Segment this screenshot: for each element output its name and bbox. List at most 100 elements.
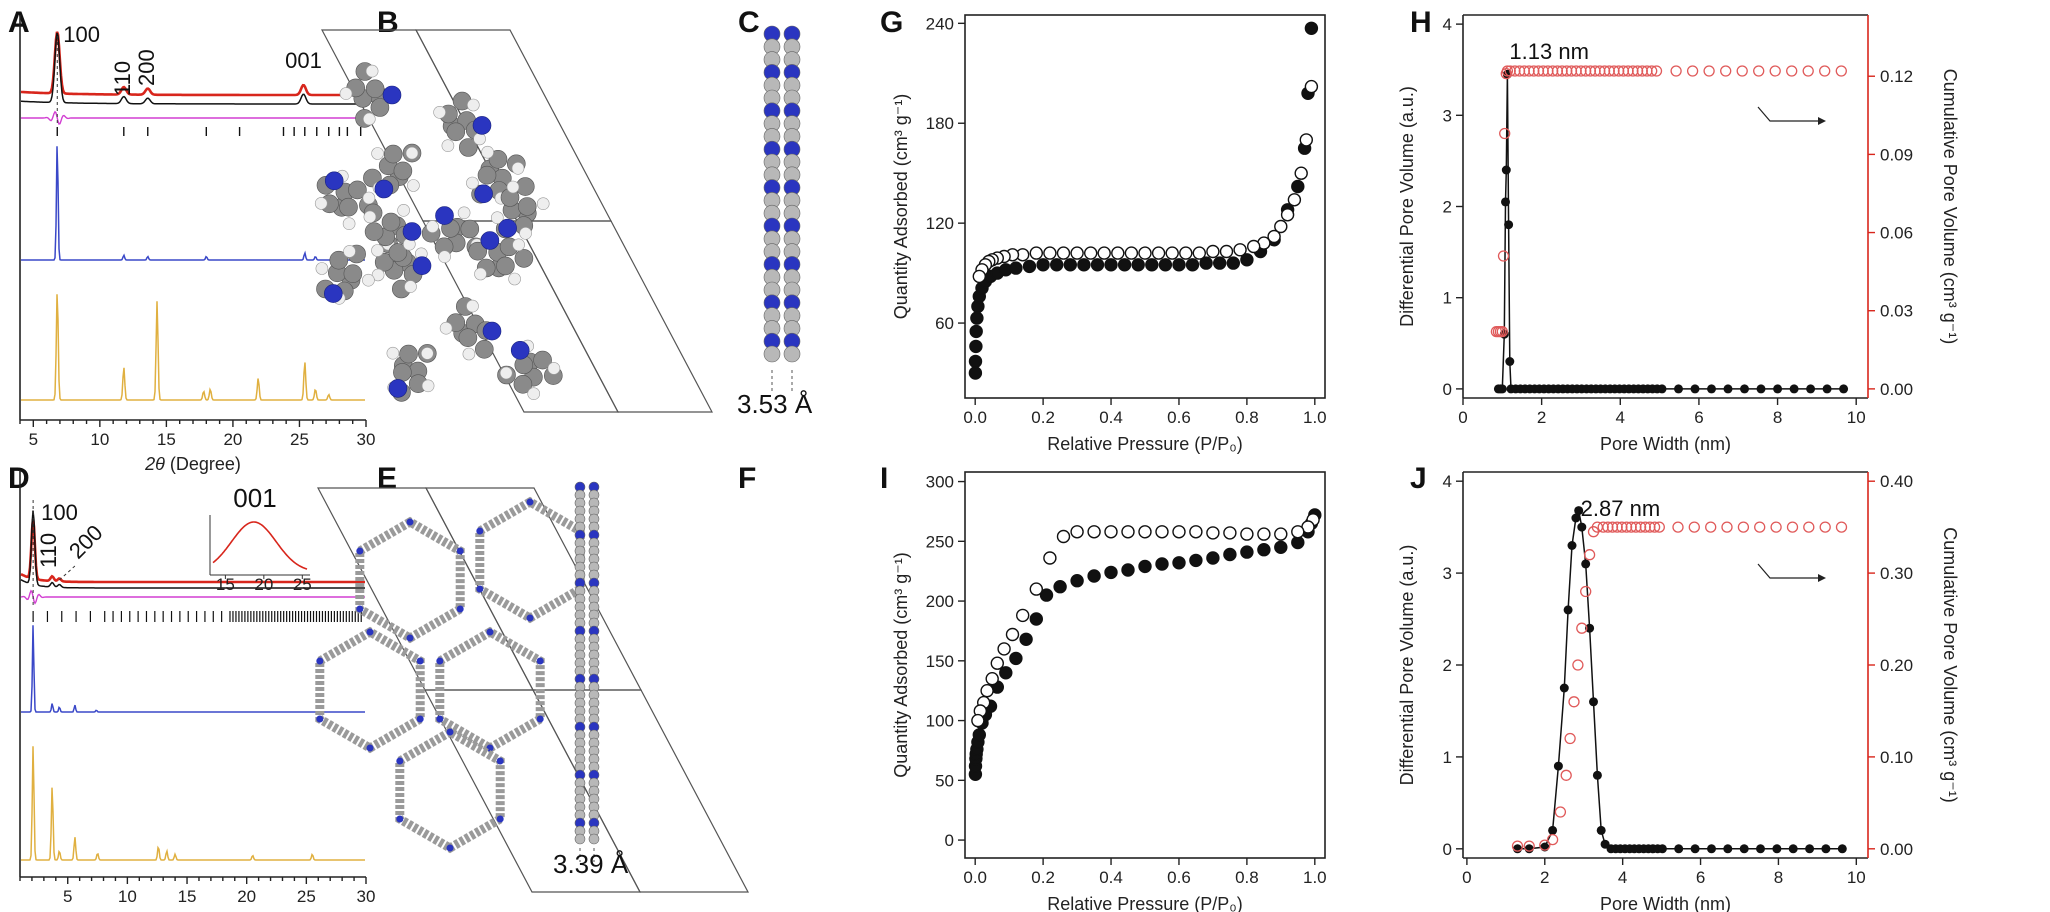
desorption-point	[1192, 246, 1207, 260]
y2-tick-label: 0.06	[1880, 224, 1913, 243]
hydrogen-atom	[407, 179, 420, 192]
cumulative-point	[1705, 521, 1717, 533]
peak-label-110: 110	[36, 533, 61, 568]
desorption-point	[1070, 246, 1084, 260]
desorption-point	[1029, 582, 1044, 596]
unit-cell	[516, 220, 713, 413]
x-tick-label: 0.2	[1031, 408, 1055, 427]
adsorption-point	[1158, 258, 1173, 272]
hydrogen-atom	[438, 250, 451, 264]
desorption-point	[1219, 244, 1234, 259]
differential-point	[1548, 825, 1558, 835]
pattern-trace-gold	[21, 746, 365, 861]
cumulative-point	[1736, 65, 1748, 77]
cumulative-point	[1819, 65, 1831, 77]
carbon-atom	[446, 122, 466, 142]
y-tick-label: 100	[926, 712, 954, 731]
differential-point	[1822, 384, 1832, 394]
adsorption-point	[972, 728, 986, 742]
desorption-point	[1267, 229, 1281, 244]
differential-point	[1740, 384, 1749, 394]
nitrogen-atom	[436, 657, 444, 665]
x-tick-label: 0.6	[1167, 868, 1191, 887]
adsorption-point	[970, 311, 984, 325]
adsorption-point	[1063, 258, 1078, 272]
framework-ring	[395, 726, 505, 854]
cumulative-point	[1597, 521, 1609, 533]
differential-point	[1723, 844, 1733, 854]
nitrogen-atom	[396, 757, 404, 765]
cumulative-point	[1499, 127, 1511, 140]
desorption-point	[985, 672, 999, 686]
desorption-point	[1299, 133, 1314, 147]
carbon-atom	[383, 144, 403, 164]
hydrogen-atom	[362, 112, 376, 126]
f-spacing-label: 3.39 Å	[553, 849, 629, 879]
y-tick-label: 120	[926, 214, 954, 233]
y-tick-label: 1	[1443, 289, 1452, 308]
carbon-atom	[477, 165, 497, 185]
hydrogen-atom	[490, 211, 504, 224]
adsorption-point	[1212, 256, 1227, 270]
cumulative-point	[1580, 585, 1592, 598]
hydrogen-atom	[426, 220, 439, 233]
peak-label-leader	[59, 565, 76, 581]
desorption-point	[1179, 246, 1193, 260]
adsorption-point	[1172, 258, 1186, 272]
desorption-point	[1083, 246, 1098, 260]
nitrogen-atom	[356, 605, 364, 613]
adsorption-point	[1077, 258, 1091, 272]
desorption-point	[1240, 527, 1254, 541]
x-tick-label: 30	[357, 887, 376, 906]
adsorption-point	[1240, 253, 1254, 267]
x-tick-label: 15	[157, 430, 176, 449]
desorption-point	[1155, 525, 1169, 539]
desorption-point	[980, 684, 994, 698]
carbon-atom	[365, 79, 385, 99]
adsorption-point	[1022, 259, 1037, 274]
stack-atom	[574, 833, 586, 845]
nitrogen-atom	[472, 116, 492, 135]
desorption-point	[1172, 525, 1186, 539]
adsorption-point	[1090, 258, 1105, 272]
y-tick-label: 2	[1443, 198, 1452, 217]
peak-label-200: 200	[64, 520, 108, 564]
arrow-head-icon	[1818, 574, 1826, 582]
stacking-panel-c	[763, 25, 801, 392]
differential-point	[1589, 697, 1598, 707]
nitrogen-atom	[416, 715, 424, 723]
desorption-point	[1138, 246, 1152, 260]
differential-point	[1581, 559, 1591, 569]
desorption-point	[1124, 246, 1139, 260]
y2-tick-label: 0.10	[1880, 748, 1913, 767]
x-label-unit: (Degree)	[165, 454, 241, 474]
carbon-atom	[468, 241, 488, 261]
differential-point	[1577, 522, 1587, 532]
adsorption-point	[1274, 540, 1288, 554]
panel-label-g: G	[880, 6, 903, 39]
desorption-point	[1138, 525, 1152, 539]
y2-tick-label: 0.12	[1880, 67, 1913, 86]
desorption-point	[997, 642, 1011, 656]
adsorption-point	[1053, 580, 1067, 594]
difference-trace	[20, 589, 365, 605]
x-axis-label: Relative Pressure (P/P₀)	[1047, 894, 1243, 912]
y-tick-label: 0	[1443, 380, 1452, 399]
hydrogen-atom	[466, 176, 479, 190]
framework-ring	[475, 496, 585, 624]
y2-tick-label: 0.03	[1880, 302, 1913, 321]
cumulative-point	[1501, 65, 1514, 77]
x-tick-label: 0.4	[1099, 408, 1123, 427]
cumulative-point	[1639, 521, 1651, 533]
desorption-point	[1070, 525, 1084, 539]
adsorption-point	[1131, 258, 1145, 272]
cumulative-point	[1803, 521, 1815, 533]
nitrogen-atom	[412, 256, 432, 276]
differential-point	[1821, 844, 1831, 854]
adsorption-point	[1226, 256, 1241, 270]
adsorption-point	[1257, 543, 1271, 557]
carbon-atom	[388, 243, 408, 262]
peak-label-200: 200	[134, 49, 159, 86]
y-tick-label: 4	[1443, 472, 1452, 491]
carbon-atom	[381, 212, 401, 232]
